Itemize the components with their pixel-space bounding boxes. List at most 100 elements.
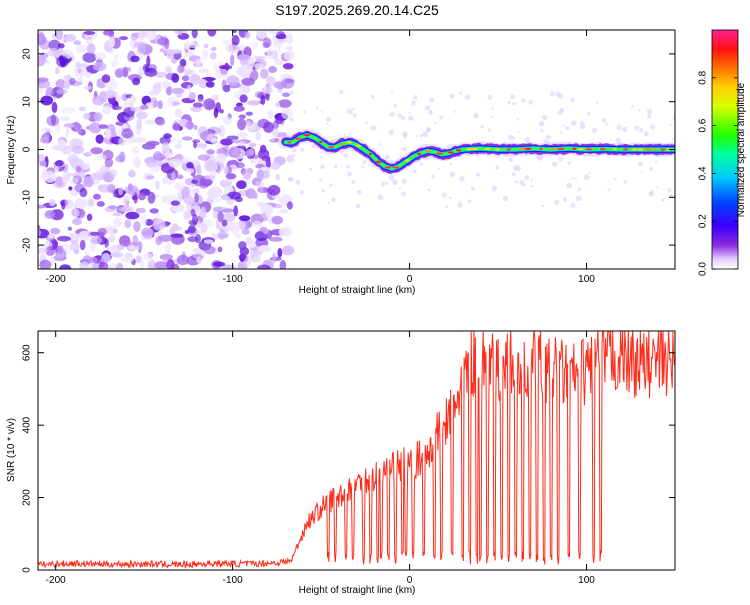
faint-blob xyxy=(412,169,417,174)
snr-xtick-label: -200 xyxy=(46,575,66,586)
noise-blob xyxy=(200,223,208,233)
noise-blob xyxy=(63,123,76,129)
faint-blob xyxy=(491,107,494,110)
noise-blob xyxy=(220,138,234,146)
spectrogram-signal-track xyxy=(279,129,675,176)
faint-blob xyxy=(319,178,323,182)
noise-blob xyxy=(193,125,198,130)
faint-blob xyxy=(543,139,548,143)
noise-blob xyxy=(119,36,129,41)
faint-blob xyxy=(401,178,408,185)
noise-blob xyxy=(134,138,148,144)
noise-blob xyxy=(77,77,83,83)
noise-blob xyxy=(114,53,119,60)
faint-blob xyxy=(371,94,375,99)
noise-blob xyxy=(266,209,272,218)
noise-blob xyxy=(73,40,82,46)
faint-blob xyxy=(300,148,305,153)
noise-blob xyxy=(56,55,69,68)
noise-blob xyxy=(75,165,82,173)
noise-blob xyxy=(54,160,64,167)
noise-blob xyxy=(282,92,290,97)
faint-blob xyxy=(361,165,365,169)
noise-blob xyxy=(193,141,198,149)
noise-blob xyxy=(69,242,80,251)
noise-blob xyxy=(251,42,259,49)
faint-blob xyxy=(616,124,622,130)
faint-blob xyxy=(331,197,336,202)
noise-blob xyxy=(149,208,159,214)
noise-blob xyxy=(206,188,217,200)
noise-blob xyxy=(181,136,193,141)
faint-blob xyxy=(356,189,362,195)
noise-blob xyxy=(170,200,181,206)
noise-blob xyxy=(104,238,109,249)
signal-hotspot xyxy=(631,148,638,151)
faint-blob xyxy=(346,165,350,169)
noise-blob xyxy=(121,128,133,139)
faint-blob xyxy=(511,172,516,177)
noise-blob xyxy=(51,101,58,113)
noise-blob xyxy=(112,217,123,228)
faint-blob xyxy=(669,123,672,127)
faint-blob xyxy=(392,179,398,185)
signal-hotspot xyxy=(318,140,323,144)
noise-blob xyxy=(231,139,241,144)
noise-blob xyxy=(238,254,247,260)
noise-blob xyxy=(205,159,217,172)
noise-blob xyxy=(171,101,181,106)
noise-blob xyxy=(133,221,141,232)
faint-blob xyxy=(377,194,384,200)
noise-blob xyxy=(115,155,125,163)
noise-blob xyxy=(50,227,61,235)
noise-blob xyxy=(110,244,122,255)
noise-blob xyxy=(90,173,102,180)
noise-blob xyxy=(236,132,249,137)
noise-blob xyxy=(38,55,46,67)
signal-hotspot xyxy=(345,141,353,144)
faint-blob xyxy=(397,113,402,118)
noise-blob xyxy=(192,187,200,196)
noise-blob xyxy=(73,66,88,77)
noise-blob xyxy=(146,140,160,146)
noise-blob xyxy=(222,40,230,46)
faint-blob xyxy=(303,110,307,114)
noise-blob xyxy=(181,157,192,164)
noise-blob xyxy=(260,68,269,79)
noise-blob xyxy=(260,181,265,187)
noise-blob xyxy=(161,80,171,89)
noise-blob xyxy=(56,88,68,95)
noise-blob xyxy=(211,94,219,102)
noise-blob xyxy=(133,156,141,168)
faint-blob xyxy=(558,156,564,162)
noise-blob xyxy=(90,147,103,155)
faint-blob xyxy=(470,187,475,191)
signal-hotspot xyxy=(338,143,344,146)
noise-blob xyxy=(67,153,79,164)
faint-blob xyxy=(343,152,349,158)
noise-blob xyxy=(44,127,50,133)
faint-blob xyxy=(630,105,634,109)
noise-blob xyxy=(194,192,199,204)
faint-blob xyxy=(562,197,568,202)
faint-blob xyxy=(672,115,675,121)
noise-blob xyxy=(133,41,148,49)
faint-blob xyxy=(445,205,449,208)
noise-blob xyxy=(248,143,257,147)
noise-blob xyxy=(198,68,209,74)
noise-blob xyxy=(89,231,100,236)
faint-blob xyxy=(562,124,566,128)
faint-blob xyxy=(521,98,526,103)
noise-blob xyxy=(177,64,185,74)
noise-blob xyxy=(186,120,194,130)
noise-blob xyxy=(224,62,230,72)
noise-blob xyxy=(83,31,96,35)
faint-blob xyxy=(559,131,563,134)
noise-blob xyxy=(130,55,140,63)
noise-blob xyxy=(236,180,247,190)
faint-blob xyxy=(408,112,411,115)
signal-hotspot xyxy=(466,148,471,151)
snr-ylabel: SNR (10 * v/v) xyxy=(6,418,17,482)
signal-hotspot xyxy=(448,151,455,154)
noise-blob xyxy=(171,73,180,83)
